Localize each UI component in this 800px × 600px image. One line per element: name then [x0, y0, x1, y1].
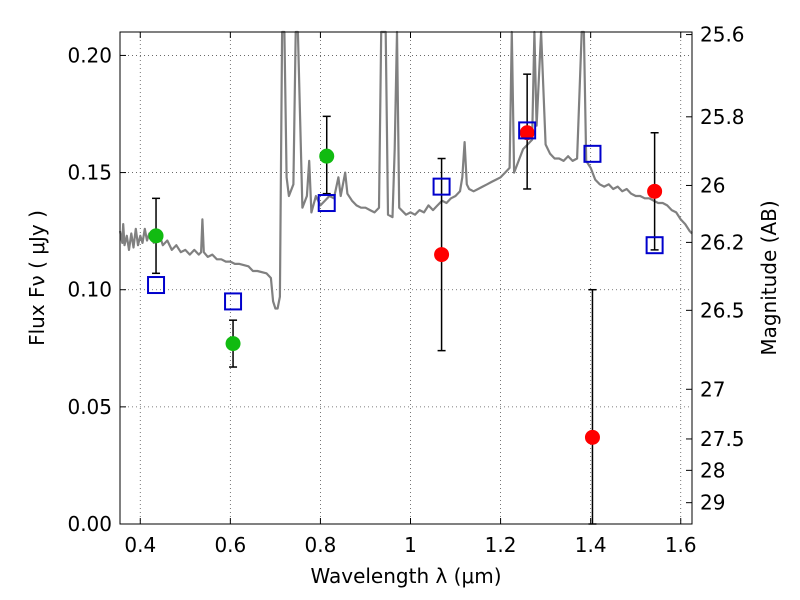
x-tick-label: 0.6 — [214, 533, 246, 557]
x-tick-label: 1 — [404, 533, 417, 557]
marker-group — [147, 121, 664, 445]
right-axis-ticks: 25.6 25.8 26 26.2 26.5 27 27.5 28 29 — [686, 23, 745, 515]
green-data-point — [319, 148, 335, 164]
x-tick-label: 1.6 — [665, 533, 697, 557]
red-data-point — [647, 183, 663, 199]
x-tick-label: 1.4 — [575, 533, 607, 557]
green-data-point — [225, 336, 241, 352]
red-data-point — [519, 125, 535, 141]
right-tick-label: 27.5 — [700, 427, 745, 451]
right-tick-label: 26.5 — [700, 298, 745, 322]
right-tick-label: 25.6 — [700, 23, 745, 47]
right-tick-label: 27 — [700, 377, 725, 401]
x-axis-ticks: 0.4 0.6 0.8 1 1.2 1.4 1.6 — [124, 32, 697, 557]
y-tick-label: 0.15 — [67, 161, 112, 185]
red-data-point — [584, 429, 600, 445]
x-tick-label: 1.2 — [485, 533, 517, 557]
model-square-point — [645, 236, 664, 255]
y-tick-label: 0.05 — [67, 395, 112, 419]
y-axis-label: Flux Fν ( μJy ) — [25, 210, 49, 346]
right-tick-label: 25.8 — [700, 105, 745, 129]
x-axis-label: Wavelength λ (μm) — [310, 564, 501, 588]
right-tick-label: 26.2 — [700, 230, 745, 254]
model-square-point — [147, 276, 166, 295]
model-square-point — [317, 194, 336, 213]
errorbar-group — [152, 73, 659, 525]
grid-lines — [120, 32, 692, 525]
y-tick-label: 0.00 — [67, 512, 112, 536]
plot-frame — [119, 31, 693, 525]
right-tick-label: 26 — [700, 173, 725, 197]
model-square-point — [224, 292, 243, 311]
y-axis-ticks: 0.00 0.05 0.10 0.15 0.20 — [67, 43, 126, 536]
y-tick-label: 0.20 — [67, 43, 112, 67]
red-data-point — [434, 247, 450, 263]
model-square-point — [432, 177, 451, 196]
right-tick-label: 28 — [700, 458, 725, 482]
x-tick-label: 0.8 — [305, 533, 337, 557]
y-tick-label: 0.10 — [67, 278, 112, 302]
green-data-point — [148, 228, 164, 244]
x-tick-label: 0.4 — [124, 533, 156, 557]
model-square-point — [518, 121, 537, 140]
right-axis-label: Magnitude (AB) — [757, 200, 781, 355]
model-square-point — [583, 144, 602, 163]
model-spectrum-line — [118, 30, 693, 310]
right-tick-label: 29 — [700, 491, 725, 515]
model-spectrum-group — [118, 30, 693, 310]
